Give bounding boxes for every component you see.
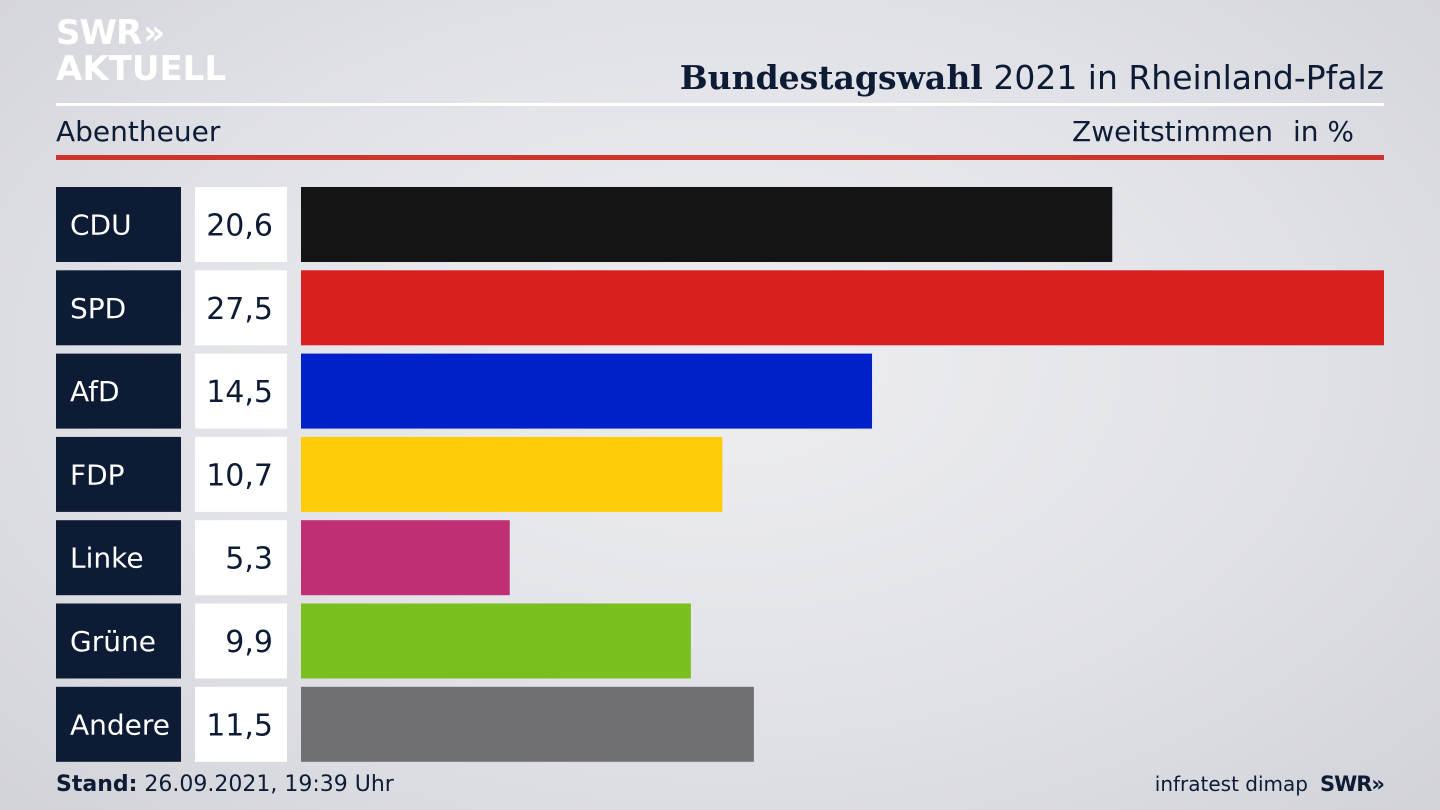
party-label-afd: AfD — [70, 375, 120, 408]
value-label-spd: 27,5 — [206, 292, 273, 327]
party-label-andere: Andere — [70, 708, 170, 741]
value-box-spd — [195, 270, 287, 346]
swr-aktuell-logo: SWR» AKTUELL — [56, 16, 226, 86]
value-box-linke — [195, 520, 287, 596]
value-box-fdp — [195, 436, 287, 512]
bar-andere — [301, 686, 754, 762]
party-label-box-andere — [56, 686, 181, 762]
chart-title: Bundestagswahl 2021 in Rheinland-Pfalz — [680, 58, 1384, 97]
value-label-afd: 14,5 — [206, 375, 273, 410]
chart-title-rest: 2021 in Rheinland-Pfalz — [982, 58, 1384, 97]
party-label-box-gruene — [56, 603, 181, 679]
bar-afd — [301, 353, 873, 429]
region-name: Abentheuer — [56, 115, 221, 148]
value-box-afd — [195, 353, 287, 429]
value-label-gruene: 9,9 — [225, 625, 273, 660]
bar-gruene — [301, 603, 691, 679]
source-credit: infratest dimap SWR» — [1154, 772, 1385, 796]
party-label-cdu: CDU — [70, 209, 132, 242]
party-label-box-cdu — [56, 187, 181, 262]
party-label-linke: Linke — [70, 542, 144, 575]
bar-spd — [301, 270, 1384, 346]
chart-title-bold: Bundestagswahl — [679, 58, 983, 97]
value-label-cdu: 20,6 — [206, 209, 273, 244]
party-label-box-linke — [56, 520, 181, 596]
party-label-box-afd — [56, 353, 181, 429]
timestamp-label: Stand: — [56, 772, 138, 797]
value-box-cdu — [195, 187, 287, 262]
party-label-box-fdp — [56, 436, 181, 512]
vote-type-label: Zweitstimmen — [1072, 115, 1273, 148]
party-label-spd: SPD — [70, 292, 126, 325]
party-label-fdp: FDP — [70, 458, 125, 491]
timestamp-value: 26.09.2021, 19:39 Uhr — [137, 772, 394, 797]
party-label-gruene: Grüne — [70, 625, 156, 658]
timestamp: Stand: 26.09.2021, 19:39 Uhr — [56, 772, 394, 797]
value-label-fdp: 10,7 — [206, 458, 273, 493]
source-name: infratest dimap — [1154, 772, 1308, 796]
swr-brand-logo: SWR» — [1319, 772, 1385, 796]
logo-aktuell-text: AKTUELL — [56, 49, 227, 89]
value-label-andere: 11,5 — [206, 708, 273, 743]
bar-cdu — [301, 187, 1113, 262]
logo-swr-text: SWR — [56, 13, 142, 53]
header-divider — [56, 103, 1384, 106]
value-label-linke: 5,3 — [225, 542, 273, 577]
value-box-gruene — [195, 603, 287, 679]
party-label-box-spd — [56, 270, 181, 346]
unit-label: in % — [1292, 115, 1354, 148]
vote-type-unit: Zweitstimmen in % — [1072, 115, 1354, 148]
header-accent-rule — [56, 155, 1384, 160]
bar-fdp — [301, 436, 723, 512]
value-box-andere — [195, 686, 287, 762]
bar-linke — [301, 520, 510, 596]
